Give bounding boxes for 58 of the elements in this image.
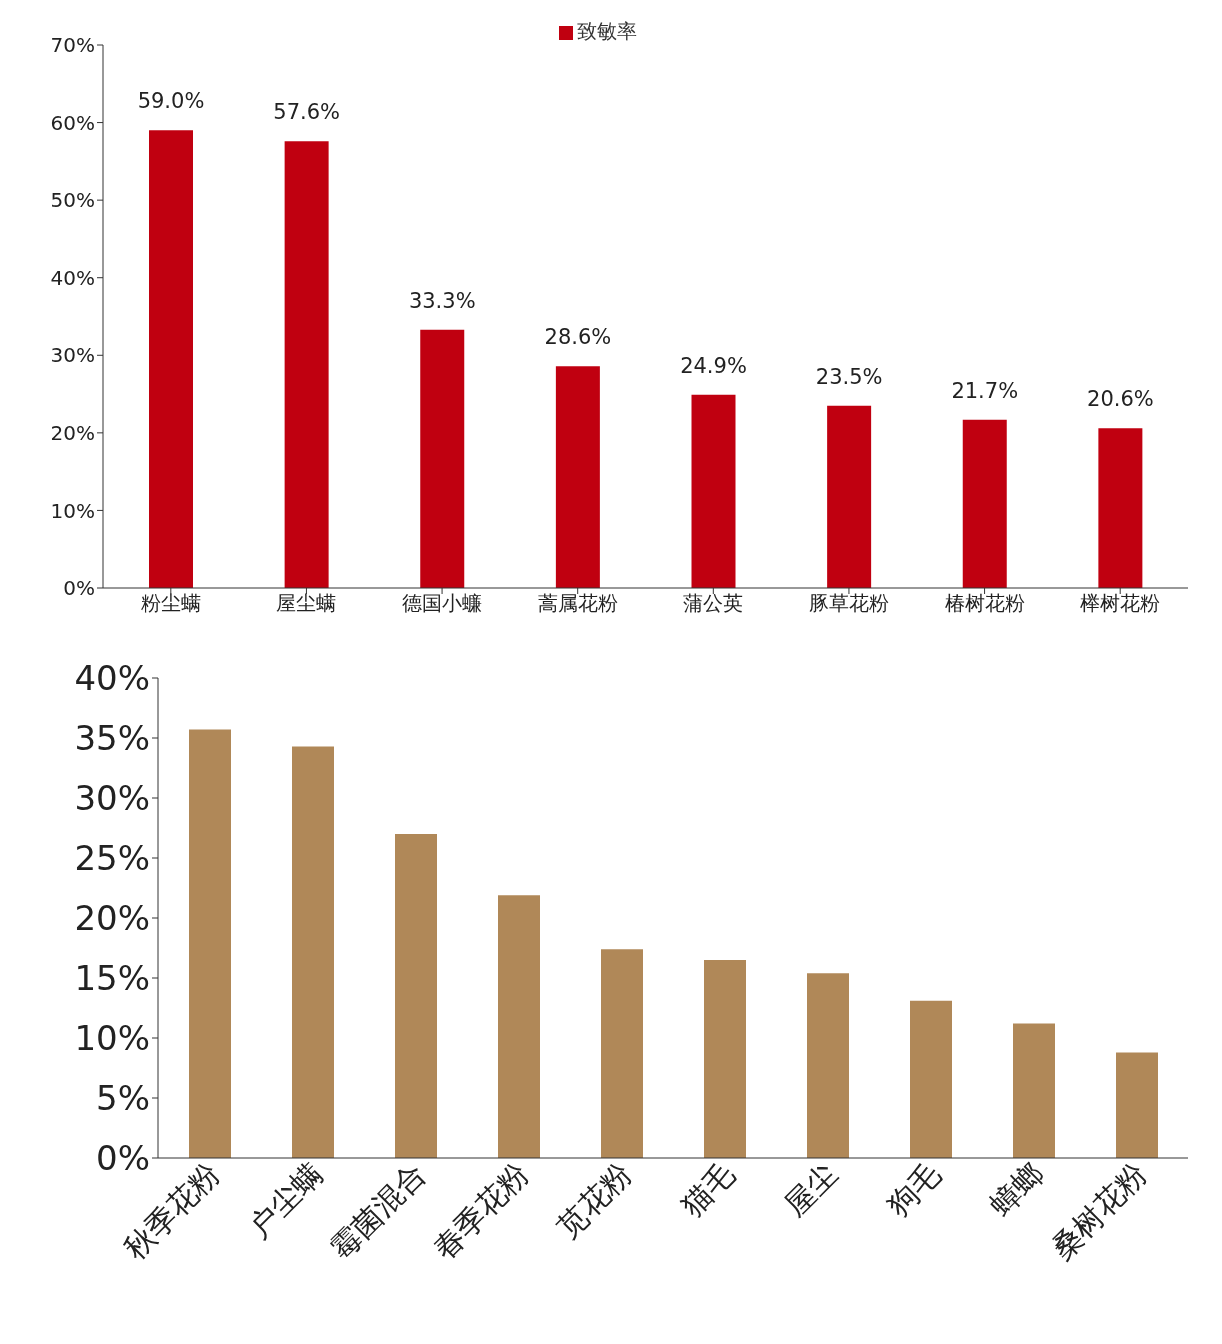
y-tick-label: 0% — [63, 576, 95, 601]
x-tick-label: 蒲公英 — [683, 591, 744, 616]
bar — [601, 949, 643, 1158]
x-tick-label: 粉尘螨 — [140, 591, 201, 616]
x-tick-label: 椿树花粉 — [944, 591, 1025, 616]
data-label: 20.6% — [1087, 387, 1154, 412]
bar — [910, 1000, 952, 1158]
y-tick-label: 0% — [96, 1138, 150, 1179]
y-tick-label: 25% — [74, 838, 150, 879]
x-tick-label: 春季花粉 — [425, 1156, 536, 1266]
y-tick-label: 35% — [74, 718, 150, 759]
bar — [1013, 1023, 1055, 1158]
y-tick-label: 30% — [50, 343, 95, 368]
data-label: 59.0% — [137, 89, 205, 114]
x-tick-label: 狗毛 — [880, 1156, 948, 1224]
bar — [420, 329, 465, 588]
y-tick-label: 60% — [50, 110, 95, 135]
y-tick-label: 40% — [50, 265, 95, 290]
bar — [691, 394, 736, 588]
x-tick-label: 屋尘螨 — [276, 591, 337, 616]
data-label: 28.6% — [544, 325, 612, 350]
x-tick-label: 德国小蠊 — [402, 591, 483, 616]
x-tick-label: 屋尘 — [777, 1156, 845, 1224]
bar — [395, 834, 437, 1158]
y-tick-label: 15% — [74, 958, 150, 999]
bar — [555, 366, 600, 588]
bar — [189, 729, 231, 1158]
x-tick-label: 户尘螨 — [241, 1156, 330, 1245]
bar — [498, 895, 540, 1158]
x-tick-label: 豚草花粉 — [808, 591, 889, 616]
bar — [1116, 1052, 1158, 1158]
bar — [149, 130, 193, 588]
bar — [827, 405, 872, 588]
y-tick-label: 10% — [74, 1018, 150, 1059]
y-tick-label: 20% — [50, 420, 95, 445]
bar — [807, 973, 849, 1158]
data-label: 33.3% — [408, 288, 476, 313]
bar — [704, 960, 746, 1158]
y-tick-label: 10% — [50, 498, 95, 523]
x-tick-label: 榉树花粉 — [1080, 591, 1161, 616]
legend-label: 致敏率 — [577, 19, 637, 43]
data-label: 57.6% — [273, 100, 340, 125]
y-tick-label: 30% — [74, 778, 150, 819]
bar — [284, 141, 329, 588]
y-tick-label: 20% — [74, 898, 150, 939]
bar — [292, 746, 334, 1158]
y-tick-label: 40% — [74, 658, 150, 699]
x-tick-label: 苋花粉 — [550, 1156, 639, 1245]
x-tick-label: 猫毛 — [674, 1156, 742, 1224]
data-label: 24.9% — [680, 353, 747, 378]
data-label: 23.5% — [815, 364, 883, 389]
y-tick-label: 50% — [50, 188, 95, 213]
bar — [962, 419, 1007, 588]
data-label: 21.7% — [951, 378, 1019, 403]
y-tick-label: 70% — [50, 33, 95, 58]
x-tick-label: 蒿属花粉 — [537, 591, 618, 616]
y-tick-label: 5% — [96, 1078, 150, 1119]
bar — [1098, 428, 1143, 588]
